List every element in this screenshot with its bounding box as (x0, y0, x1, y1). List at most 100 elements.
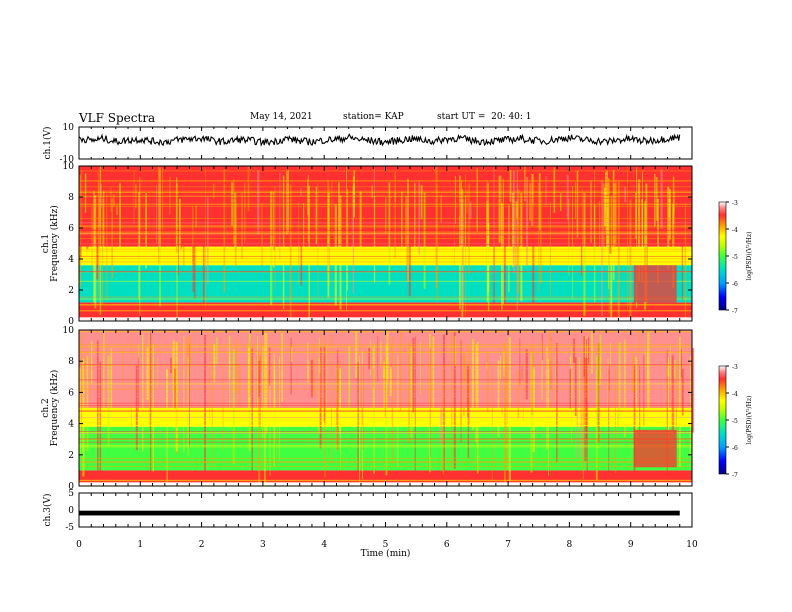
signal-band (79, 510, 680, 516)
spectrogram-streak (532, 204, 535, 312)
spectrogram-line (79, 244, 692, 245)
spectrogram-streak (508, 204, 510, 293)
spectrogram-streak (672, 176, 675, 224)
spectrogram-streak (373, 343, 375, 474)
spectrogram-line (79, 233, 692, 235)
spectrogram-streak (671, 354, 674, 431)
spectrogram-streak (655, 177, 658, 221)
spectrogram-streak (275, 362, 277, 392)
spectrogram-streak (610, 196, 613, 318)
spectrogram-streak (633, 365, 636, 482)
spectrogram-streak (178, 198, 181, 255)
spectrogram-streak (254, 357, 256, 424)
spectrogram-streak (681, 368, 684, 416)
spectrogram-streak (639, 364, 641, 436)
spectrogram-streak (486, 352, 489, 412)
spectrogram-streak (408, 341, 410, 443)
spectrogram-streak (529, 182, 531, 221)
spectrogram-streak (643, 354, 645, 427)
spectrogram-line (79, 410, 692, 412)
spectrogram-streak (93, 191, 95, 303)
spectrogram-streak (436, 190, 438, 302)
spectrogram-streak (498, 175, 501, 243)
spectrogram-line (79, 258, 692, 260)
spectrogram-streak (290, 337, 292, 395)
spectrogram-streak (568, 198, 570, 276)
spectrogram-line (79, 466, 692, 468)
spectrogram-streak (357, 362, 359, 475)
spectrogram-streak (259, 355, 261, 427)
spectrogram-line (79, 479, 692, 481)
spectrogram-line (79, 218, 692, 219)
spectrogram-streak (187, 357, 189, 456)
spectrogram-streak (468, 347, 470, 424)
spectrogram-streak (313, 343, 315, 397)
spectrogram-band (79, 426, 692, 471)
spectrogram-streak (635, 192, 637, 239)
spectrogram-line (79, 411, 692, 413)
spectrogram-streak (317, 182, 319, 297)
spectrogram-streak (539, 191, 542, 284)
spectrogram-line (79, 197, 692, 199)
spectrogram-streak (348, 345, 351, 408)
spectrogram-streak (289, 184, 292, 320)
spectrogram-streak (461, 199, 464, 310)
spectrogram-streak (451, 330, 453, 472)
spectrogram-streak (257, 335, 258, 421)
spectrogram-streak (352, 176, 355, 207)
spectrogram-streak (138, 192, 140, 299)
spectrogram-streak (667, 362, 670, 377)
spectrogram-streak (614, 367, 616, 473)
spectrogram-streak (90, 340, 93, 384)
spectrogram-line (79, 310, 692, 311)
spectrogram-streak (414, 182, 416, 265)
spectrogram-line (79, 388, 692, 390)
station-label: station= KAP (343, 112, 404, 122)
x-tick-label: 5 (383, 540, 389, 550)
spectrogram-streak (643, 181, 645, 199)
y-tick-label: 4 (68, 420, 74, 430)
spectrogram-streak (556, 342, 558, 463)
spectrogram-streak (668, 198, 671, 218)
spectrogram-streak (503, 362, 505, 377)
y-tick-label: 8 (68, 357, 74, 367)
spectrogram-streak (502, 178, 504, 304)
spectrogram-streak (519, 338, 521, 386)
spectrogram-line (79, 438, 692, 440)
spectrogram-streak (122, 348, 124, 391)
spectrogram-streak (264, 333, 266, 486)
spectrogram-streak (667, 186, 670, 270)
spectrogram-line (79, 393, 692, 395)
spectrogram-line (79, 194, 692, 196)
spectrogram-streak (684, 204, 687, 318)
spectrogram-streak (338, 181, 340, 249)
colorbar-tick-label: -7 (732, 308, 738, 315)
spectrogram-streak (99, 362, 102, 472)
y-tick-label: 5 (68, 489, 74, 499)
y-tick-label: 10 (63, 123, 75, 133)
spectrogram-line (79, 225, 692, 227)
spectrogram-line (79, 203, 692, 205)
spectrogram-streak (657, 366, 661, 373)
x-tick-label: 3 (260, 540, 266, 550)
spectrogram-streak (460, 339, 462, 443)
spectrogram-streak (231, 181, 233, 226)
spectrogram-streak (265, 333, 268, 434)
spectrogram-streak (605, 170, 608, 259)
spectrogram-line (79, 202, 692, 204)
spectrogram-streak (172, 348, 174, 391)
spectrogram-line (79, 250, 692, 252)
spectrogram-streak (560, 193, 562, 212)
spectrogram-line (79, 425, 692, 426)
y-tick-label: 10 (63, 162, 75, 172)
spectrogram-streak (428, 362, 431, 404)
spectrogram-streak (352, 188, 355, 294)
x-tick-label: 8 (567, 540, 573, 550)
spectrogram-line (79, 222, 692, 224)
spectrogram-streak (599, 334, 602, 379)
spectrogram-streak (418, 180, 420, 256)
spectrogram-streak (174, 368, 176, 409)
spectrogram-line (79, 384, 692, 386)
figure-title: VLF Spectra (79, 111, 156, 125)
